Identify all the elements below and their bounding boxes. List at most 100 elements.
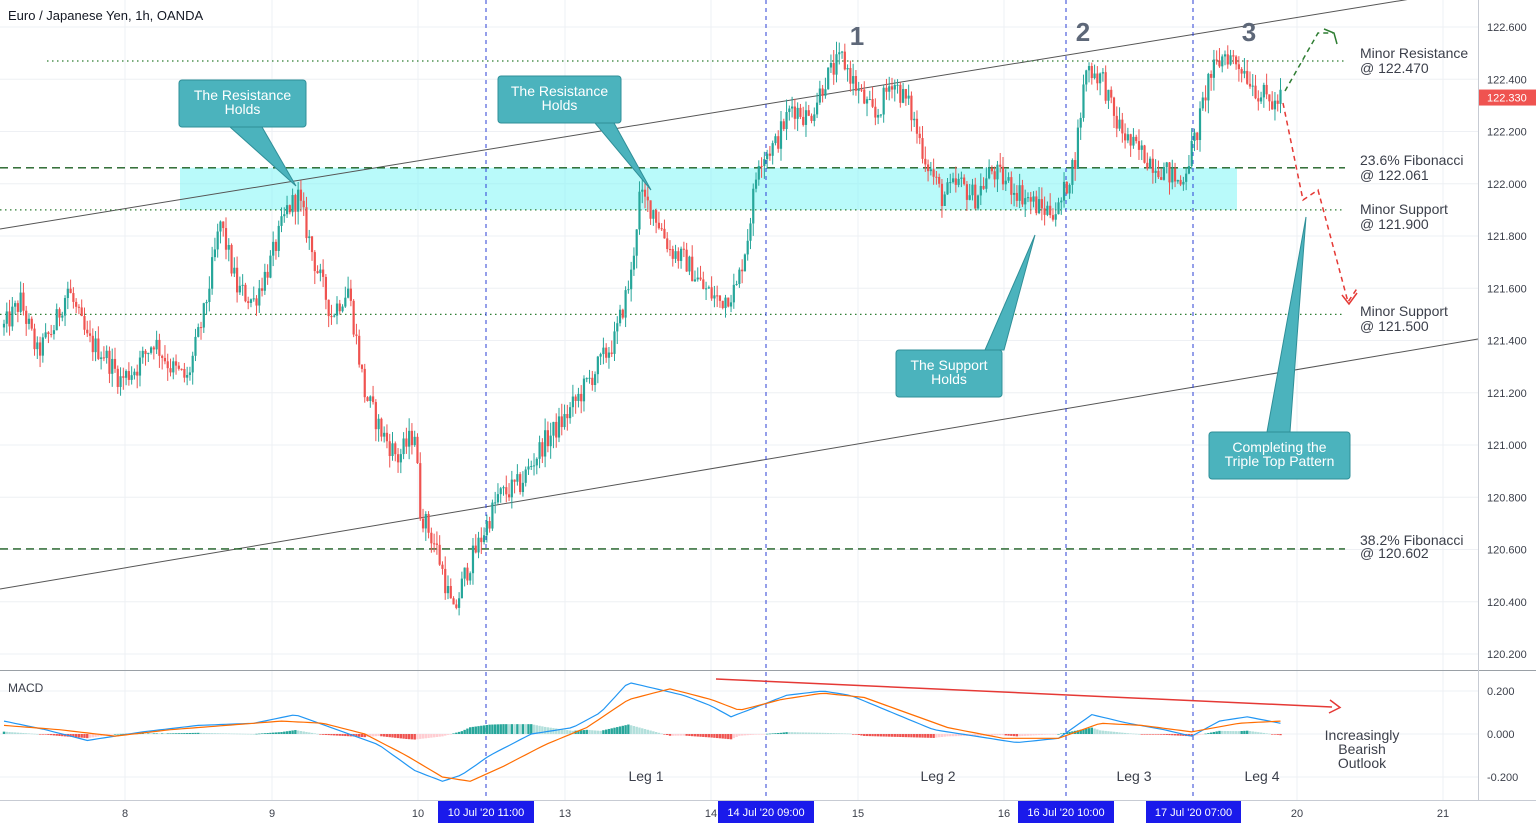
macd-histogram-bar [413, 734, 416, 740]
candle-body [172, 361, 175, 373]
macd-histogram-bar [863, 734, 866, 736]
macd-histogram-bar [1010, 734, 1013, 736]
candle-body [541, 442, 544, 457]
candle-body [194, 336, 197, 356]
macd-histogram-bar [768, 733, 772, 735]
candle-body [574, 396, 577, 401]
candle-body [191, 355, 194, 373]
macd-histogram-bar [330, 734, 333, 736]
candle-body [516, 474, 519, 482]
candle-body [1257, 98, 1260, 102]
candle-body [1110, 89, 1113, 98]
macd-histogram-bar [566, 730, 569, 734]
macd-histogram-bar [407, 734, 411, 740]
candle-body [813, 114, 816, 121]
candle-body [1179, 179, 1182, 185]
candle-body [652, 210, 655, 219]
macd-histogram-bar [591, 730, 594, 734]
candle-body [874, 106, 877, 118]
candle-body [507, 494, 511, 498]
candle-body [72, 293, 75, 302]
macd-histogram-bar [907, 734, 910, 738]
macd-histogram-bar [810, 732, 813, 734]
macd-histogram-bar [746, 734, 749, 736]
macd-histogram-bar [155, 733, 158, 735]
macd-histogram-bar [543, 726, 547, 734]
macd-histogram-bar [1021, 734, 1024, 737]
macd-histogram-bar [1132, 733, 1135, 735]
macd-histogram-bar [249, 733, 253, 735]
macd-histogram-bar [1026, 734, 1030, 736]
macd-histogram-bar [638, 727, 641, 734]
candle-body [1099, 73, 1102, 84]
candle-body [25, 310, 28, 324]
macd-histogram-bar [1007, 734, 1010, 736]
macd-histogram-bar [899, 734, 902, 737]
macd-histogram-bar [788, 732, 791, 734]
candle-body [766, 153, 769, 160]
macd-histogram-bar [432, 734, 436, 738]
level-value-label: @ 121.900 [1360, 216, 1429, 232]
macd-histogram-bar [641, 728, 644, 734]
candle-body [138, 357, 142, 376]
candle-body [852, 76, 855, 84]
candle-body [607, 352, 611, 358]
macd-histogram-bar [918, 734, 921, 738]
candle-body [149, 347, 153, 353]
price-tick-label: 121.000 [1487, 440, 1527, 452]
level-value-label: @ 121.500 [1360, 318, 1429, 334]
macd-histogram-bar [990, 734, 994, 736]
candle-body [954, 178, 957, 185]
macd-histogram-bar [172, 733, 175, 734]
candle-body [219, 221, 222, 232]
macd-histogram-bar [160, 733, 164, 735]
candle-body [285, 205, 289, 215]
candle-body [1082, 84, 1085, 118]
macd-histogram-bar [577, 730, 580, 734]
macd-histogram-bar [876, 734, 880, 737]
macd-histogram-bar [1248, 731, 1252, 734]
macd-histogram-bar [360, 734, 364, 737]
level-label: 38.2% Fibonacci [1360, 532, 1464, 548]
macd-histogram-bar [765, 733, 769, 735]
macd-histogram-bar [627, 724, 630, 734]
candle-body [557, 416, 561, 438]
macd-histogram-bar [299, 731, 303, 734]
macd-histogram-bar [288, 730, 292, 734]
macd-histogram-bar [269, 732, 272, 734]
candle-body [716, 295, 719, 297]
candle-body [377, 418, 380, 430]
candle-body [496, 494, 500, 503]
candle-body [299, 189, 303, 201]
candle-body [113, 358, 117, 369]
candle-body [1060, 200, 1063, 203]
macd-histogram-bar [957, 734, 960, 737]
candle-body [33, 328, 36, 350]
candle-body [796, 107, 799, 119]
time-tick-label: 16 [998, 808, 1010, 820]
candle-body [513, 479, 516, 482]
candle-body [16, 303, 19, 312]
candle-body [1151, 158, 1154, 173]
macd-histogram-bar [632, 726, 636, 734]
macd-histogram-bar [538, 725, 541, 734]
candle-body [466, 567, 469, 581]
candle-body [1040, 199, 1043, 209]
macd-histogram-bar [1054, 734, 1057, 735]
candle-body [1176, 179, 1179, 182]
candle-body [63, 298, 67, 316]
candle-body [657, 222, 660, 229]
candle-body [61, 315, 64, 318]
candle-body [965, 184, 969, 200]
macd-histogram-bar [327, 734, 330, 736]
candle-body [430, 532, 433, 544]
macd-histogram-bar [1223, 730, 1227, 734]
date-marker-label: 17 Jul '20 07:00 [1155, 807, 1232, 819]
macd-histogram-bar [541, 726, 544, 734]
candle-body [702, 279, 705, 290]
price-tick-label: 122.600 [1487, 22, 1527, 34]
candle-body [521, 482, 525, 493]
candle-body [30, 318, 33, 329]
candle-body [125, 371, 128, 378]
